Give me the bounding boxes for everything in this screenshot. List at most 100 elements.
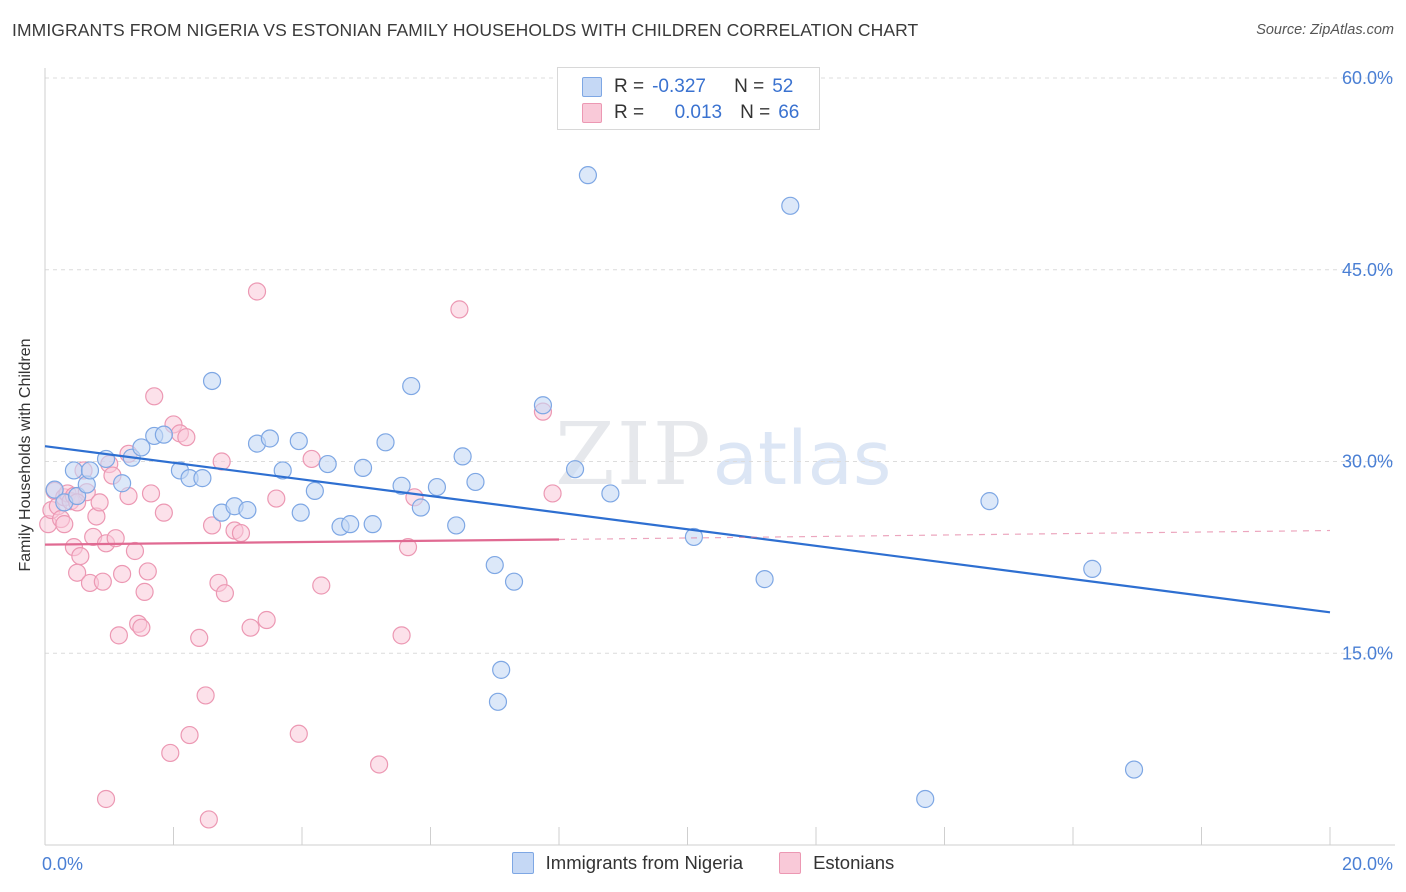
estonians-point	[370, 755, 389, 774]
nigeria-point	[376, 433, 395, 452]
estonians-point	[138, 562, 157, 581]
nigeria-point	[488, 692, 508, 711]
y-tick-label: 30.0%	[1342, 452, 1393, 472]
nigeria-point	[1083, 559, 1102, 578]
estonians-point	[398, 538, 418, 557]
legend-r-value: 0.013	[674, 102, 723, 123]
nigeria-point	[260, 429, 279, 448]
data-points	[39, 166, 1144, 829]
estonians-point	[241, 618, 260, 637]
estonians-point	[199, 810, 218, 829]
estonians-point	[55, 515, 74, 534]
nigeria-point	[533, 396, 553, 415]
nigeria-point	[80, 461, 100, 480]
nigeria-point	[353, 458, 373, 477]
nigeria-point	[132, 438, 151, 457]
nigeria-point	[291, 503, 310, 522]
chart-source: Source: ZipAtlas.com	[1256, 22, 1394, 38]
nigeria-point	[411, 498, 430, 517]
estonians-point	[180, 725, 199, 745]
nigeria-point	[453, 447, 472, 466]
estonians-point	[132, 618, 151, 637]
estonians-point	[190, 628, 209, 648]
legend-swatch-estonians	[779, 852, 802, 874]
legend-row-estonians: R = 0.013 N = 66	[582, 101, 799, 125]
estonians-point	[141, 484, 161, 503]
nigeria-point	[504, 572, 524, 591]
nigeria-point	[485, 555, 504, 575]
axes	[44, 68, 1395, 846]
grid-lines	[45, 77, 1395, 654]
legend-n-value: 66	[778, 102, 800, 123]
nigeria-point	[363, 515, 382, 534]
estonians-point	[247, 282, 267, 301]
nigeria-point	[466, 472, 485, 492]
estonians-point	[135, 582, 154, 601]
nigeria-point	[202, 371, 222, 391]
nigeria-point	[492, 660, 511, 679]
estonians-point	[109, 626, 128, 645]
legend-label-nigeria: Immigrants from Nigeria	[545, 852, 744, 873]
estonians-point	[231, 523, 251, 543]
estonians-point	[154, 503, 173, 522]
nigeria-point	[64, 461, 84, 480]
nigeria-point	[193, 469, 212, 488]
estonians-point	[106, 529, 125, 548]
correlation-legend: R = -0.327 N = 52 R = 0.013 N = 66	[557, 67, 820, 130]
nigeria-point	[684, 527, 704, 547]
legend-item-estonians[interactable]: Estonians	[779, 852, 894, 874]
nigeria-point	[1124, 760, 1144, 779]
nigeria-point	[305, 481, 324, 501]
estonians-point	[71, 546, 90, 566]
estonians-point	[196, 686, 215, 705]
nigeria-point	[427, 477, 447, 497]
nigeria-point	[238, 500, 257, 520]
legend-label-estonians: Estonians	[813, 852, 895, 873]
legend-swatch-estonians	[582, 103, 602, 123]
nigeria-point	[980, 492, 999, 511]
nigeria-point	[154, 425, 173, 444]
legend-r-value: -0.327	[652, 76, 706, 97]
legend-n-label: N =	[734, 76, 765, 97]
nigeria-point	[447, 516, 466, 535]
estonians-point	[202, 516, 222, 535]
legend-swatch-nigeria	[582, 77, 602, 97]
nigeria-point	[781, 196, 800, 215]
y-tick-label: 60.0%	[1342, 68, 1393, 88]
nigeria-point	[392, 476, 411, 495]
estonians-point	[267, 489, 286, 508]
estonians-point	[125, 541, 145, 561]
trend-lines	[44, 445, 1331, 614]
nigeria-point	[916, 789, 935, 809]
nigeria-point	[289, 431, 308, 451]
estonians-point	[312, 576, 331, 595]
estonians-point	[302, 449, 321, 469]
nigeria-point	[318, 454, 337, 474]
nigeria-point	[402, 376, 421, 396]
y-tick-label: 45.0%	[1342, 260, 1393, 280]
nigeria-point	[601, 484, 620, 503]
estonians-point	[161, 743, 180, 763]
nigeria-point	[565, 460, 585, 479]
legend-n-value: 52	[772, 76, 794, 97]
x-tick-label: 20.0%	[1342, 854, 1393, 874]
nigeria-point	[112, 474, 132, 493]
estonians-trend-line	[44, 538, 560, 546]
legend-item-nigeria[interactable]: Immigrants from Nigeria	[511, 852, 744, 874]
legend-r-label: R =	[614, 76, 645, 97]
y-tick-label: 15.0%	[1342, 643, 1393, 663]
legend-r-label: R =	[614, 102, 645, 123]
estonians-point	[96, 789, 116, 809]
nigeria-point	[578, 166, 598, 185]
legend-row-nigeria: R = -0.327 N = 52	[582, 75, 793, 99]
estonians-point	[177, 428, 196, 447]
estonians-trend-extension	[558, 529, 1331, 541]
nigeria-trend-line	[44, 445, 1331, 614]
estonians-point	[90, 493, 109, 512]
nigeria-point	[341, 515, 360, 534]
x-tick-label: 0.0%	[42, 854, 83, 874]
estonians-point	[112, 564, 132, 584]
estonians-point	[289, 724, 308, 743]
estonians-point	[215, 584, 234, 603]
